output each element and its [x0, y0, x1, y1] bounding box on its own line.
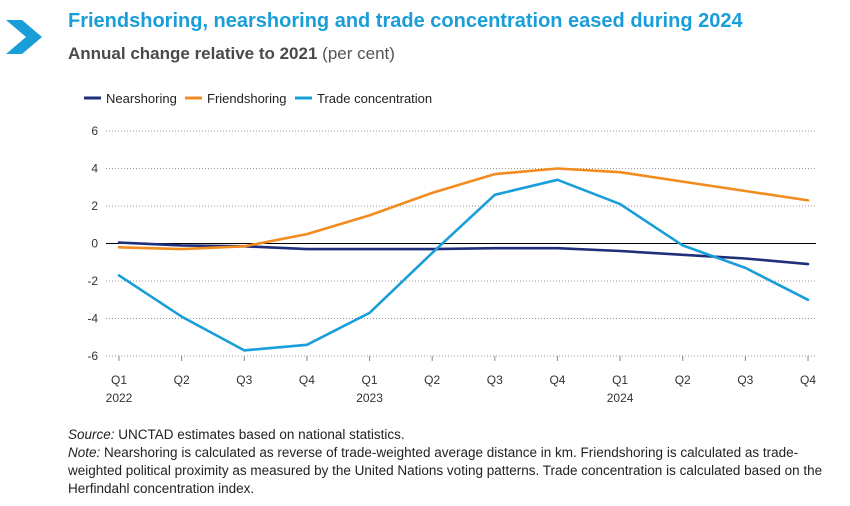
note-label: Note: [68, 445, 101, 460]
chart-subtitle-text: Annual change relative to 2021 [68, 44, 318, 63]
y-tick-label: -6 [87, 349, 98, 363]
source-label: Source: [68, 427, 115, 442]
x-tick-label: Q3 [487, 373, 503, 387]
x-tick-label: Q2 [675, 373, 691, 387]
chevron-icon [6, 20, 42, 54]
chart-title: Friendshoring, nearshoring and trade con… [68, 10, 743, 32]
y-tick-label: -4 [87, 312, 98, 326]
x-tick-label: Q2 [424, 373, 440, 387]
legend-label-nearshoring: Nearshoring [106, 91, 177, 106]
series-line-friendshoring [117, 167, 810, 251]
note-line: Note: Nearshoring is calculated as rever… [68, 444, 838, 498]
x-tick-label: Q4 [549, 373, 565, 387]
x-year-label: 2022 [106, 391, 133, 405]
y-tick-label: 0 [91, 237, 98, 251]
chart-notes: Source: UNCTAD estimates based on nation… [68, 426, 838, 498]
x-year-label: 2023 [356, 391, 383, 405]
x-year-label: 2024 [607, 391, 634, 405]
chart-subtitle-unit: (per cent) [322, 44, 395, 63]
y-tick-label: 2 [91, 199, 98, 213]
line-chart: 6 4 2 0 -2 -4 -6 Q1 2022 Q2 Q3 Q4 Q1 2023 Q2 Q3 Q4 Q1 2024… [84, 91, 816, 405]
x-tick-label: Q3 [236, 373, 252, 387]
y-tick-label: 4 [91, 162, 98, 176]
legend-label-trade-concentration: Trade concentration [317, 91, 432, 106]
source-line: Source: UNCTAD estimates based on nation… [68, 426, 838, 444]
y-tick-label: -2 [87, 274, 98, 288]
x-tick-label: Q4 [800, 373, 816, 387]
x-tick-label: Q2 [174, 373, 190, 387]
series-line-trade-concentration [117, 178, 810, 352]
source-text: UNCTAD estimates based on national stati… [114, 427, 405, 442]
x-tick-label: Q4 [299, 373, 315, 387]
x-tick-label: Q1 [362, 373, 378, 387]
y-tick-label: 6 [91, 124, 98, 138]
x-tick-label: Q1 [612, 373, 628, 387]
chart-subtitle: Annual change relative to 2021 (per cent… [68, 44, 395, 64]
note-text: Nearshoring is calculated as reverse of … [68, 445, 823, 496]
x-tick-label: Q1 [111, 373, 127, 387]
legend-label-friendshoring: Friendshoring [207, 91, 287, 106]
x-tick-label: Q3 [737, 373, 753, 387]
